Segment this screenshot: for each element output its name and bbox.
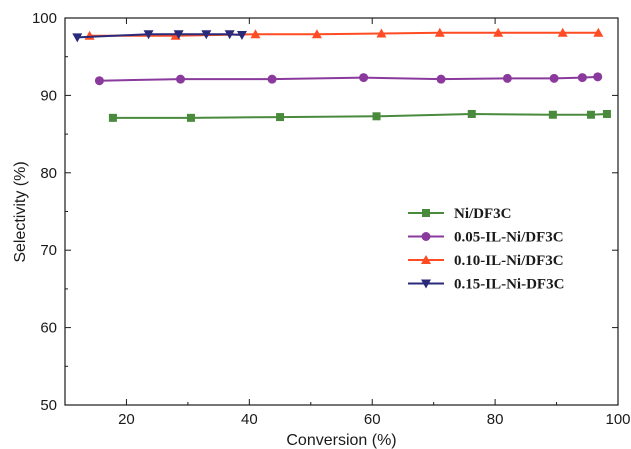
data-point (549, 73, 559, 83)
axes: 20 40 60 80 100 50 60 70 80 90 100 (32, 10, 631, 428)
data-point (372, 112, 381, 121)
legend: Ni/DF3C 0.05-IL-Ni/DF3C 0.10-IL-Ni/DF3C 0.1… (408, 206, 564, 293)
data-point (502, 73, 512, 83)
legend-marker (421, 279, 431, 289)
data-point (224, 30, 235, 40)
data-point (593, 72, 603, 82)
y-tick-label: 60 (40, 320, 57, 337)
data-point (72, 33, 83, 43)
x-tick-label: 100 (605, 411, 630, 428)
series-1 (94, 72, 603, 86)
y-axis-title: Selectivity (%) (12, 161, 29, 262)
legend-item: 0.15-IL-Ni-DF3C (408, 277, 564, 293)
data-point (94, 76, 104, 86)
legend-label: Ni/DF3C (454, 206, 512, 222)
series-layer (72, 27, 611, 122)
legend-marker (421, 232, 431, 241)
data-point (557, 27, 568, 37)
data-point (493, 27, 504, 37)
y-tick-label: 80 (40, 165, 57, 182)
legend-label: 0.10-IL-Ni/DF3C (454, 253, 564, 269)
legend-label: 0.15-IL-Ni-DF3C (454, 277, 564, 293)
series-line (112, 112, 607, 119)
y-tick-label: 70 (40, 242, 57, 259)
data-point (173, 30, 184, 40)
legend-item: 0.10-IL-Ni/DF3C (408, 253, 564, 269)
legend-marker (422, 209, 430, 217)
data-point (267, 74, 277, 84)
legend-label: 0.05-IL-Ni/DF3C (454, 230, 564, 246)
series-2 (84, 27, 604, 40)
series-3 (72, 30, 247, 43)
x-tick-label: 60 (364, 411, 381, 428)
data-point (359, 73, 369, 83)
data-point (201, 30, 212, 40)
y-tick-label: 50 (40, 397, 57, 414)
data-point (434, 27, 445, 37)
data-point (108, 113, 117, 122)
data-point (376, 28, 387, 38)
x-axis-title: Conversion (%) (286, 432, 396, 449)
y-tick-label: 100 (32, 10, 57, 27)
data-point (143, 30, 154, 40)
y-tick-label: 90 (40, 87, 57, 104)
data-point (236, 31, 247, 41)
data-point (577, 73, 587, 83)
series-0 (108, 109, 611, 122)
data-point (250, 29, 261, 39)
plot-frame (64, 17, 619, 406)
data-point (176, 74, 186, 84)
data-point (586, 110, 595, 119)
data-point (593, 27, 604, 37)
data-point (602, 109, 611, 118)
data-point (186, 113, 195, 122)
x-tick-label: 80 (487, 411, 504, 428)
data-point (467, 109, 476, 118)
x-tick-label: 40 (241, 411, 258, 428)
legend-marker (421, 255, 431, 264)
legend-item: 0.05-IL-Ni/DF3C (408, 230, 564, 246)
x-tick-label: 20 (118, 411, 135, 428)
data-point (276, 113, 285, 122)
data-point (436, 74, 446, 84)
legend-item: Ni/DF3C (408, 206, 512, 222)
data-point (311, 29, 322, 39)
data-point (548, 110, 557, 119)
